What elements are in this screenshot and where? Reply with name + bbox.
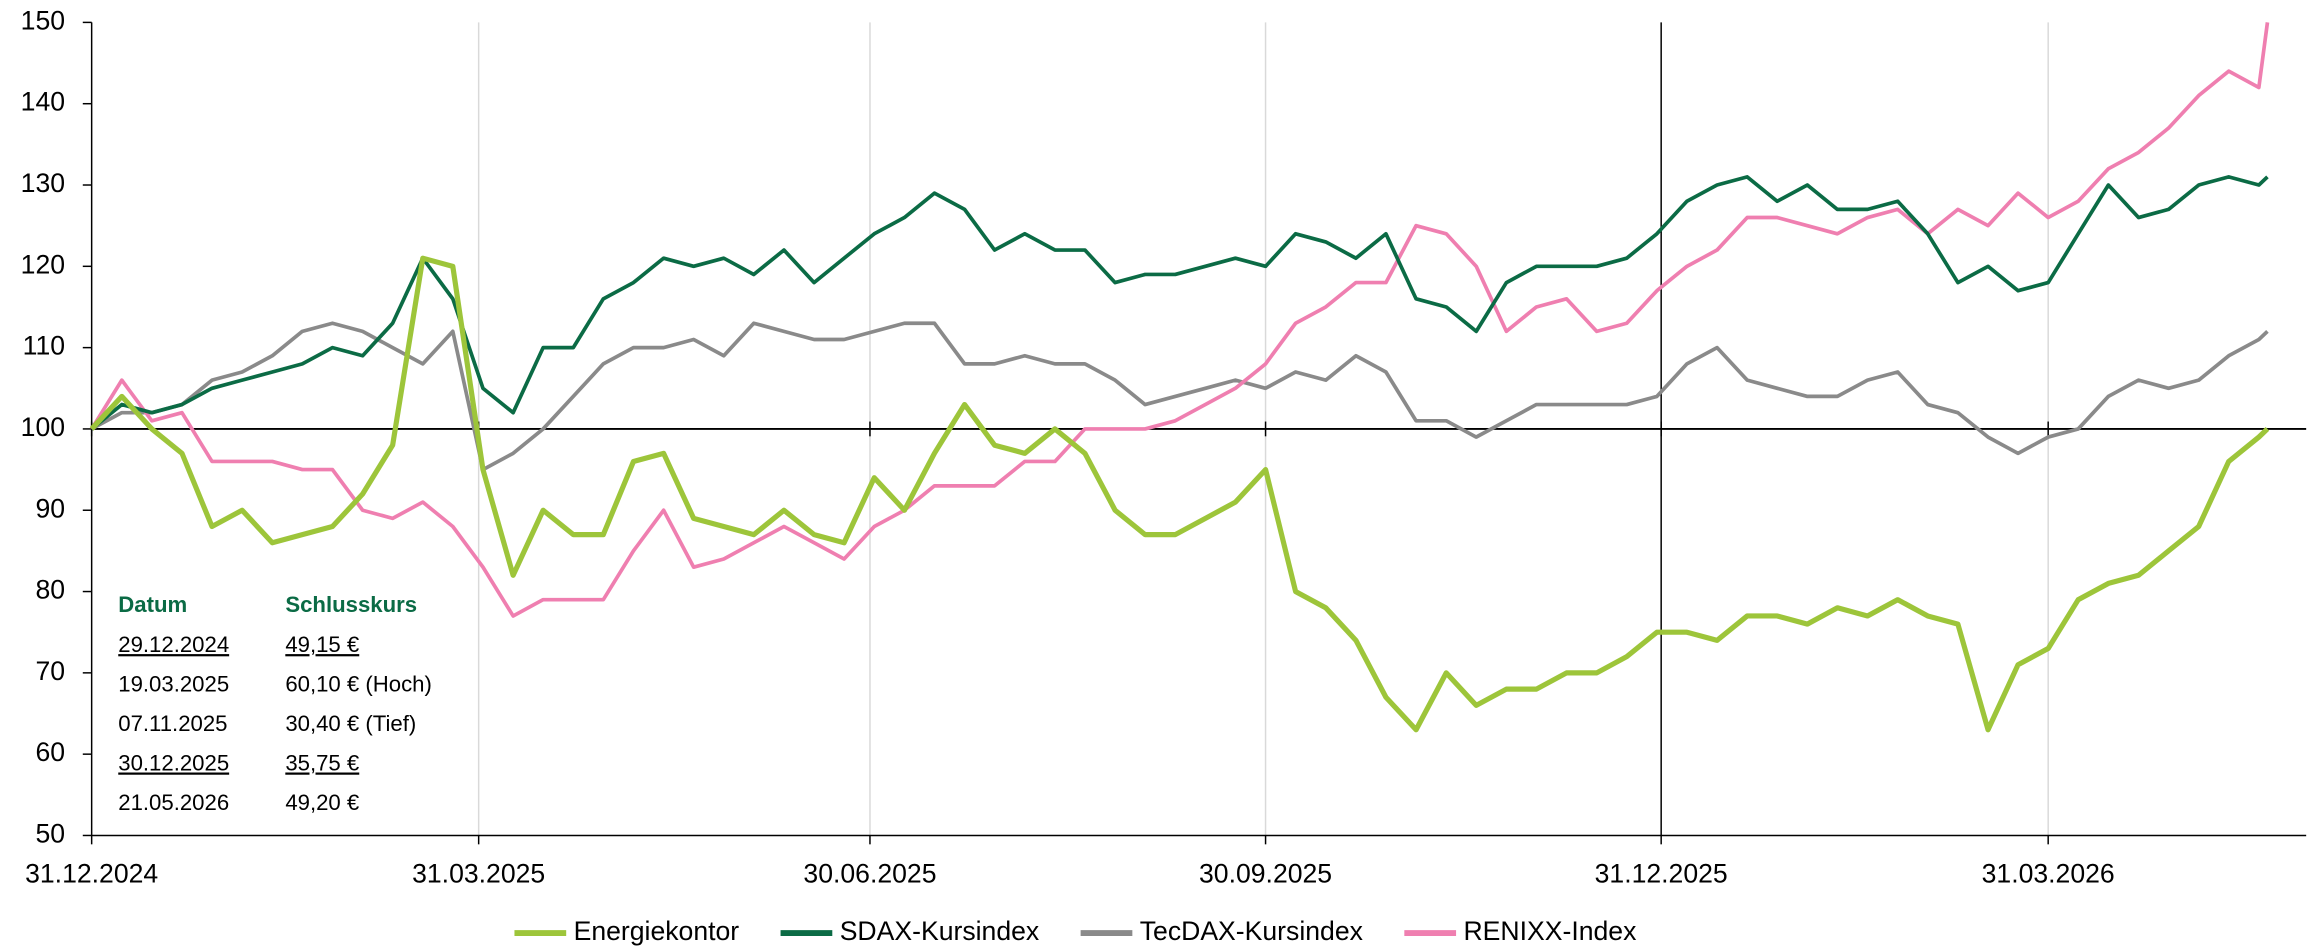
table-cell: 35,75 €	[285, 751, 360, 776]
y-tick-label: 80	[35, 575, 65, 605]
y-tick-label: 120	[21, 249, 65, 279]
y-tick-label: 150	[21, 5, 65, 35]
table-cell: 49,15 €	[285, 632, 360, 657]
legend-label: RENIXX-Index	[1463, 916, 1637, 946]
y-tick-label: 90	[35, 493, 65, 523]
line	[89, 255, 2270, 733]
x-tick-label: 31.12.2024	[25, 858, 158, 888]
y-tick-label: 140	[21, 87, 65, 117]
table-cell: 30.12.2025	[118, 751, 229, 776]
y-tick-label: 60	[35, 737, 65, 767]
y-tick-label: 110	[23, 331, 65, 361]
x-tick-label: 30.09.2025	[1199, 858, 1332, 888]
legend-label: SDAX-Kursindex	[840, 916, 1040, 946]
line	[90, 321, 2269, 472]
table-header: Schlusskurs	[285, 592, 417, 617]
table-header: Datum	[118, 592, 187, 617]
table-cell: 19.03.2025	[118, 672, 229, 697]
legend-label: Energiekontor	[574, 916, 740, 946]
table-cell: 60,10 € (Hoch)	[285, 672, 432, 697]
table-cell: 29.12.2024	[118, 632, 229, 657]
y-tick-label: 50	[35, 819, 65, 849]
y-tick-label: 70	[35, 656, 65, 686]
table-cell: 21.05.2026	[118, 790, 229, 815]
x-tick-label: 31.12.2025	[1595, 858, 1728, 888]
table-cell: 07.11.2025	[118, 711, 227, 736]
table-cell: 30,40 € (Tief)	[285, 711, 416, 736]
x-tick-label: 31.03.2026	[1982, 858, 2115, 888]
x-tick-label: 30.06.2025	[803, 858, 936, 888]
table-cell: 49,20 €	[285, 790, 360, 815]
x-tick-label: 31.03.2025	[412, 858, 545, 888]
y-tick-label: 130	[21, 168, 65, 198]
y-tick-label: 100	[21, 412, 65, 442]
line	[90, 22, 2270, 618]
legend-label: TecDAX-Kursindex	[1140, 916, 1364, 946]
